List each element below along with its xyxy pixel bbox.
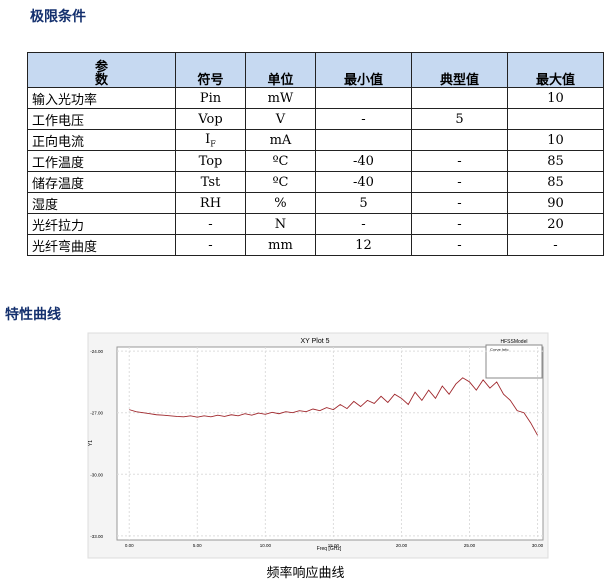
y-tick-label: -24.00 (90, 349, 103, 354)
table-cell: mW (244, 87, 316, 109)
table-cell: - (410, 234, 508, 256)
cell-text: I (205, 131, 211, 147)
x-tick-label: 10.00 (260, 543, 272, 548)
header-cell: 单位 (244, 52, 316, 88)
legend-subtitle: Curve Info (490, 347, 509, 352)
data-line (129, 377, 538, 436)
table-cell: -40 (314, 150, 412, 172)
table-row: 工作电压 Vop V -5 (27, 108, 605, 130)
figure-caption: 频率响应曲线 (266, 566, 345, 581)
legend-title: HFSSModel (501, 339, 528, 345)
table-cell: 90 (506, 192, 605, 214)
table-cell: 输入光功率 (27, 87, 176, 109)
x-tick-label: 25.00 (464, 543, 476, 548)
table-row: 输入光功率 Pin mW 10 (27, 87, 605, 109)
table-cell: 12 (314, 234, 412, 256)
table-cell: 光纤拉力 (27, 213, 176, 235)
x-tick-label: 15.00 (328, 543, 340, 548)
table-row: 光纤拉力 - N - -20 (27, 213, 605, 235)
table-row: 工作温度 Top ºC -40-85 (27, 150, 605, 172)
cell-subscript: F (210, 139, 216, 149)
table-cell: 正向电流 (27, 129, 176, 151)
y-tick-label: -30.00 (90, 472, 103, 477)
table-cell: mm (244, 234, 316, 256)
x-tick-label: 20.00 (396, 543, 408, 548)
plot-area (116, 346, 544, 541)
header-cell: 最大值 (506, 52, 605, 88)
table-row: 正向电流 IF mA 10 (27, 129, 605, 151)
header-cell: 最小值 (314, 52, 412, 88)
y-tick-label: -33.00 (90, 534, 103, 539)
table-row: 光纤弯曲度 - mm 12- - (27, 234, 605, 256)
table-cell: Pin (174, 87, 246, 109)
legend-box (485, 344, 543, 379)
header-cell: 符号 (174, 52, 246, 88)
x-axis-label: Freq [GHz] (317, 546, 342, 552)
table-cell: 储存温度 (27, 171, 176, 193)
y-axis-label: Y1 (88, 440, 94, 446)
table-cell: Top (174, 150, 246, 172)
header-cell: 典型值 (410, 52, 508, 88)
limit-table: 参 数符号 单位 最小值 典型值 最大值 输入光功率 Pin mW 10 工作电压 Vop V -5 正向… (27, 52, 605, 256)
table-cell: 20 (506, 213, 605, 235)
x-tick-label: 5.00 (193, 543, 202, 548)
chart-title: XY Plot 5 (300, 338, 329, 345)
y-tick-label: -27.00 (90, 411, 103, 416)
table-cell: 工作温度 (27, 150, 176, 172)
table-cell: 光纤弯曲度 (27, 234, 176, 256)
section-title: 特性曲线 (5, 307, 61, 323)
x-tick-label: 0.00 (125, 543, 134, 548)
table-cell: - (506, 234, 605, 256)
x-tick-label: 30.00 (532, 543, 544, 548)
section-title: 极限条件 (30, 9, 86, 25)
